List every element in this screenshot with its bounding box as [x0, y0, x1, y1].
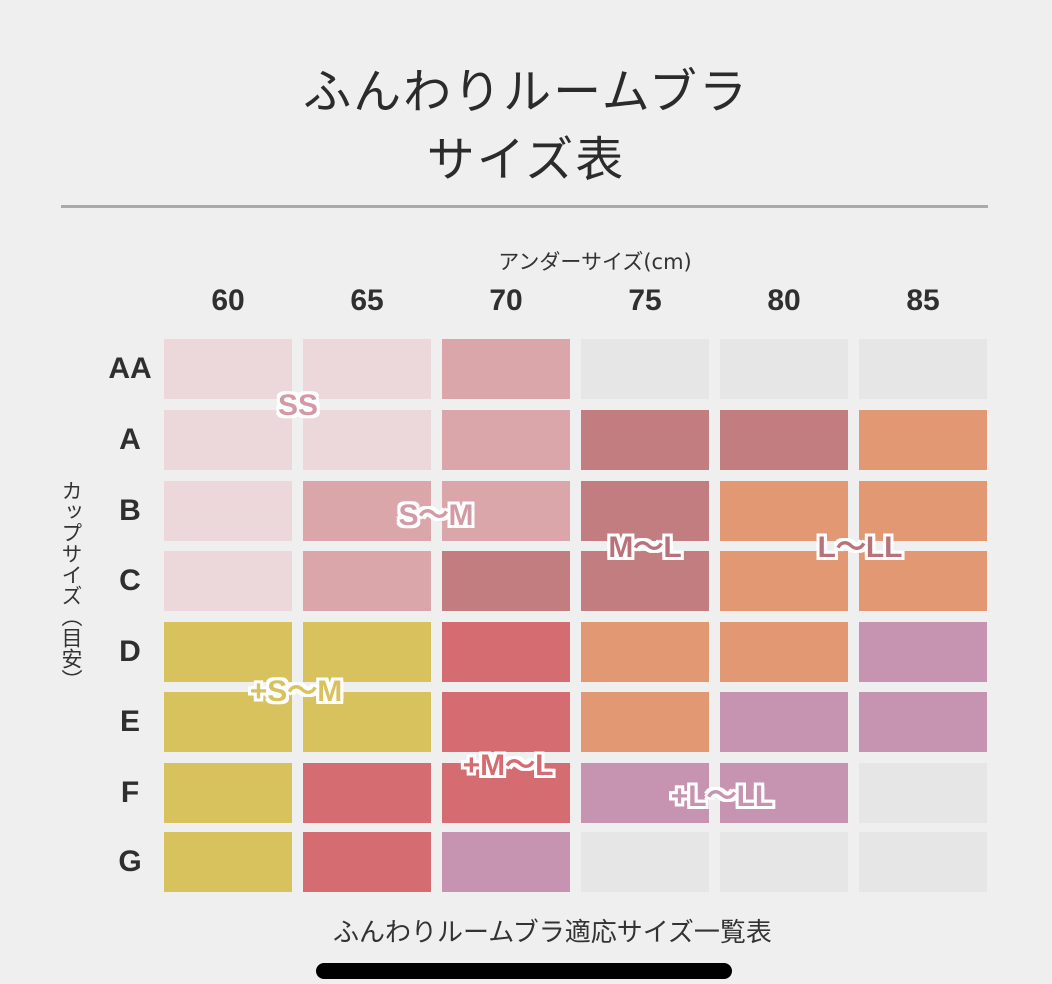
size-cell: [581, 622, 709, 682]
size-cell: [442, 832, 570, 892]
home-indicator[interactable]: [316, 963, 732, 979]
size-cell: [581, 692, 709, 752]
size-cell: [303, 481, 431, 541]
size-cell: [164, 832, 292, 892]
size-cell: [164, 692, 292, 752]
size-cell: [303, 551, 431, 611]
size-cell: [720, 832, 848, 892]
size-range-label: +L〜LL: [670, 780, 774, 813]
size-cell: [442, 481, 570, 541]
size-cell: [303, 692, 431, 752]
row-label: B: [119, 494, 141, 527]
size-cell: [442, 763, 570, 823]
column-label: 60: [211, 284, 245, 317]
size-range-label: S〜M: [398, 499, 474, 532]
size-cell: [442, 551, 570, 611]
size-cell: [164, 339, 292, 399]
size-cell: [303, 622, 431, 682]
size-cell: [720, 481, 848, 541]
size-cell: [859, 763, 987, 823]
size-cell: [859, 410, 987, 470]
size-range-label: M〜L: [608, 531, 682, 564]
size-cell: [303, 763, 431, 823]
size-cell: [303, 339, 431, 399]
page-title-line2: サイズ表: [426, 132, 626, 188]
size-cell: [581, 763, 709, 823]
size-cell: [581, 339, 709, 399]
size-cell: [720, 763, 848, 823]
column-label: 70: [489, 284, 523, 317]
size-cell: [720, 339, 848, 399]
row-label: AA: [108, 352, 152, 385]
page-title-line1: ふんわりルームブラ: [303, 64, 749, 120]
x-axis-title: アンダーサイズ(cm): [498, 250, 692, 274]
title-divider: [61, 205, 988, 208]
size-cell: [164, 622, 292, 682]
column-label: 75: [628, 284, 662, 317]
size-cell: [859, 481, 987, 541]
size-range-label: L〜LL: [817, 531, 903, 564]
row-label: E: [119, 705, 140, 738]
size-cell: [303, 832, 431, 892]
size-range-label: +S〜M: [249, 675, 343, 708]
row-label: A: [119, 423, 141, 456]
row-label: C: [119, 564, 141, 597]
size-cell: [720, 551, 848, 611]
size-cell: [164, 410, 292, 470]
size-cell: [581, 551, 709, 611]
size-cell: [442, 410, 570, 470]
column-label: 80: [767, 284, 801, 317]
size-cell: [164, 481, 292, 541]
size-cell: [859, 551, 987, 611]
chart-caption: ふんわりルームブラ適応サイズ一覧表: [333, 918, 772, 948]
size-cell: [720, 410, 848, 470]
row-label: D: [119, 635, 141, 668]
size-cell: [442, 692, 570, 752]
size-cell: [859, 692, 987, 752]
column-label: 85: [906, 284, 940, 317]
size-cell: [859, 339, 987, 399]
size-cell: [164, 551, 292, 611]
size-cell: [859, 622, 987, 682]
size-cell: [859, 832, 987, 892]
size-cell: [442, 622, 570, 682]
size-cell: [581, 832, 709, 892]
size-cell: [720, 622, 848, 682]
row-label: F: [120, 776, 140, 809]
size-cell: [581, 410, 709, 470]
size-cell: [164, 763, 292, 823]
size-cell: [303, 410, 431, 470]
size-range-label: +M〜L: [462, 749, 554, 782]
column-label: 65: [350, 284, 384, 317]
size-cell: [442, 339, 570, 399]
y-axis-title: カップサイズ（目安）: [59, 480, 83, 690]
size-cell: [720, 692, 848, 752]
row-label: G: [118, 845, 142, 878]
size-cell: [581, 481, 709, 541]
size-range-label: SS: [277, 389, 319, 422]
